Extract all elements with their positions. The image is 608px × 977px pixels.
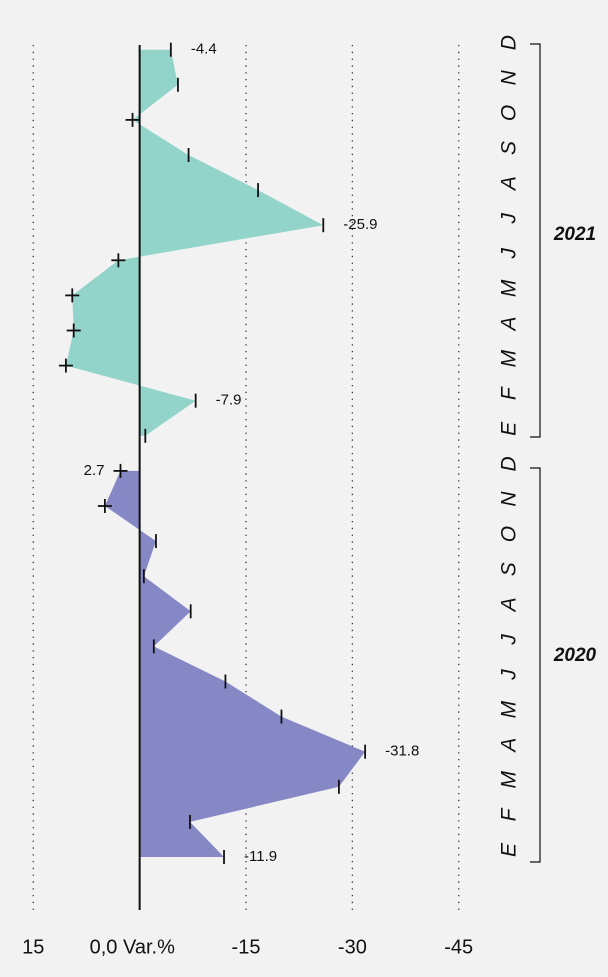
month-label: J bbox=[498, 669, 521, 681]
month-label: F bbox=[498, 807, 521, 821]
area bbox=[65, 49, 324, 436]
month-label: D bbox=[498, 35, 521, 50]
x-tick-label: -15 bbox=[232, 936, 261, 958]
data-label: -11.9 bbox=[244, 848, 277, 865]
year-bracket bbox=[530, 43, 541, 438]
month-label: A bbox=[498, 597, 521, 613]
data-label: -31.8 bbox=[385, 743, 419, 760]
area bbox=[104, 470, 366, 857]
month-label: M bbox=[498, 700, 521, 718]
data-label: -7.9 bbox=[216, 392, 242, 409]
month-label: M bbox=[498, 349, 521, 367]
x-tick-label: -30 bbox=[338, 936, 367, 958]
data-label: -4.4 bbox=[191, 41, 217, 58]
month-label: S bbox=[498, 141, 521, 155]
month-label: D bbox=[498, 456, 521, 471]
month-label: J bbox=[498, 248, 521, 260]
month-label: A bbox=[498, 176, 521, 192]
month-label: M bbox=[498, 771, 521, 789]
month-label: A bbox=[498, 316, 521, 332]
month-label: N bbox=[498, 491, 521, 507]
month-label: A bbox=[498, 738, 521, 754]
year-bracket bbox=[530, 467, 541, 863]
year-label: 2021 bbox=[553, 224, 596, 245]
data-label: 2.7 bbox=[84, 462, 105, 479]
month-label: F bbox=[498, 386, 521, 400]
data-label: -25.9 bbox=[343, 216, 377, 233]
x-tick-label: 15 bbox=[22, 936, 44, 958]
month-label: E bbox=[498, 842, 521, 857]
year-label: 2020 bbox=[553, 645, 597, 666]
month-label: S bbox=[498, 562, 521, 576]
month-label: J bbox=[498, 634, 521, 646]
month-label: E bbox=[498, 421, 521, 436]
month-label: J bbox=[498, 212, 521, 224]
month-label: N bbox=[498, 69, 521, 85]
month-label: M bbox=[498, 279, 521, 297]
x-tick-label: 0,0 Var.% bbox=[90, 936, 175, 958]
month-label: O bbox=[498, 105, 521, 121]
x-tick-label: -45 bbox=[444, 936, 473, 958]
month-label: O bbox=[498, 526, 521, 542]
